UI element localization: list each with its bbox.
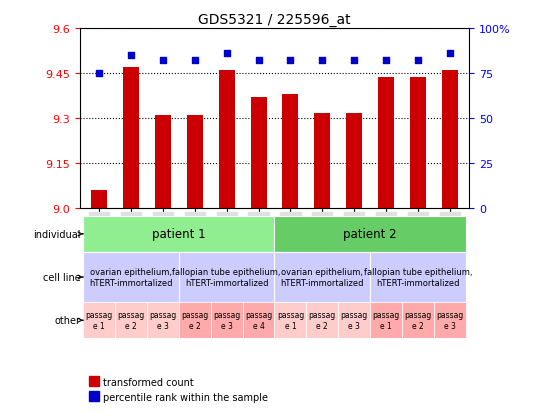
Bar	[115, 302, 147, 339]
Text: individual: individual	[33, 229, 83, 239]
Bar	[274, 302, 306, 339]
Bar	[274, 253, 370, 302]
Bar	[378, 78, 394, 208]
Bar	[346, 114, 362, 208]
Text: passag
e 2: passag e 2	[309, 311, 336, 330]
Point	[286, 58, 295, 64]
Bar	[442, 71, 458, 208]
Point	[190, 58, 199, 64]
Bar	[434, 302, 466, 339]
Text: passag
e 2: passag e 2	[405, 311, 432, 330]
Text: passag
e 1: passag e 1	[277, 311, 304, 330]
Bar	[402, 302, 434, 339]
Point	[350, 58, 359, 64]
Bar	[83, 216, 274, 253]
Bar	[370, 253, 466, 302]
Text: passag
e 1: passag e 1	[373, 311, 400, 330]
Bar	[251, 97, 266, 208]
Point	[318, 58, 327, 64]
Bar	[83, 302, 115, 339]
Bar	[155, 116, 171, 208]
Text: passag
e 3: passag e 3	[437, 311, 464, 330]
Point	[414, 58, 422, 64]
Text: ovarian epithelium,
hTERT-immortalized: ovarian epithelium, hTERT-immortalized	[89, 268, 173, 287]
Point	[222, 51, 231, 57]
Bar	[179, 253, 274, 302]
Legend: transformed count, percentile rank within the sample: transformed count, percentile rank withi…	[85, 373, 272, 406]
Point	[382, 58, 390, 64]
Bar	[282, 95, 298, 208]
Bar	[219, 71, 235, 208]
Bar	[243, 302, 274, 339]
Title: GDS5321 / 225596_at: GDS5321 / 225596_at	[198, 12, 351, 26]
Text: patient 1: patient 1	[152, 228, 206, 241]
Text: patient 2: patient 2	[343, 228, 397, 241]
Point	[254, 58, 263, 64]
Text: passag
e 2: passag e 2	[181, 311, 208, 330]
Point	[127, 52, 135, 59]
Text: passag
e 4: passag e 4	[245, 311, 272, 330]
Bar	[187, 116, 203, 208]
Bar	[179, 302, 211, 339]
Text: passag
e 1: passag e 1	[85, 311, 112, 330]
Text: fallopian tube epithelium,
hTERT-immortalized: fallopian tube epithelium, hTERT-immorta…	[364, 268, 472, 287]
Text: fallopian tube epithelium,
hTERT-immortalized: fallopian tube epithelium, hTERT-immorta…	[172, 268, 281, 287]
Point	[446, 51, 454, 57]
Bar	[370, 302, 402, 339]
Bar	[314, 114, 330, 208]
Text: passag
e 2: passag e 2	[117, 311, 144, 330]
Bar	[147, 302, 179, 339]
Bar	[123, 68, 139, 208]
Text: ovarian epithelium,
hTERT-immortalized: ovarian epithelium, hTERT-immortalized	[280, 268, 364, 287]
Text: cell line: cell line	[43, 273, 83, 282]
Text: passag
e 3: passag e 3	[149, 311, 176, 330]
Bar	[274, 216, 466, 253]
Bar	[83, 253, 179, 302]
Point	[95, 71, 103, 77]
Bar	[91, 190, 107, 208]
Bar	[410, 78, 426, 208]
Bar	[211, 302, 243, 339]
Point	[159, 58, 167, 64]
Text: passag
e 3: passag e 3	[213, 311, 240, 330]
Text: passag
e 3: passag e 3	[341, 311, 368, 330]
Bar	[306, 302, 338, 339]
Text: other: other	[54, 316, 83, 325]
Bar	[338, 302, 370, 339]
